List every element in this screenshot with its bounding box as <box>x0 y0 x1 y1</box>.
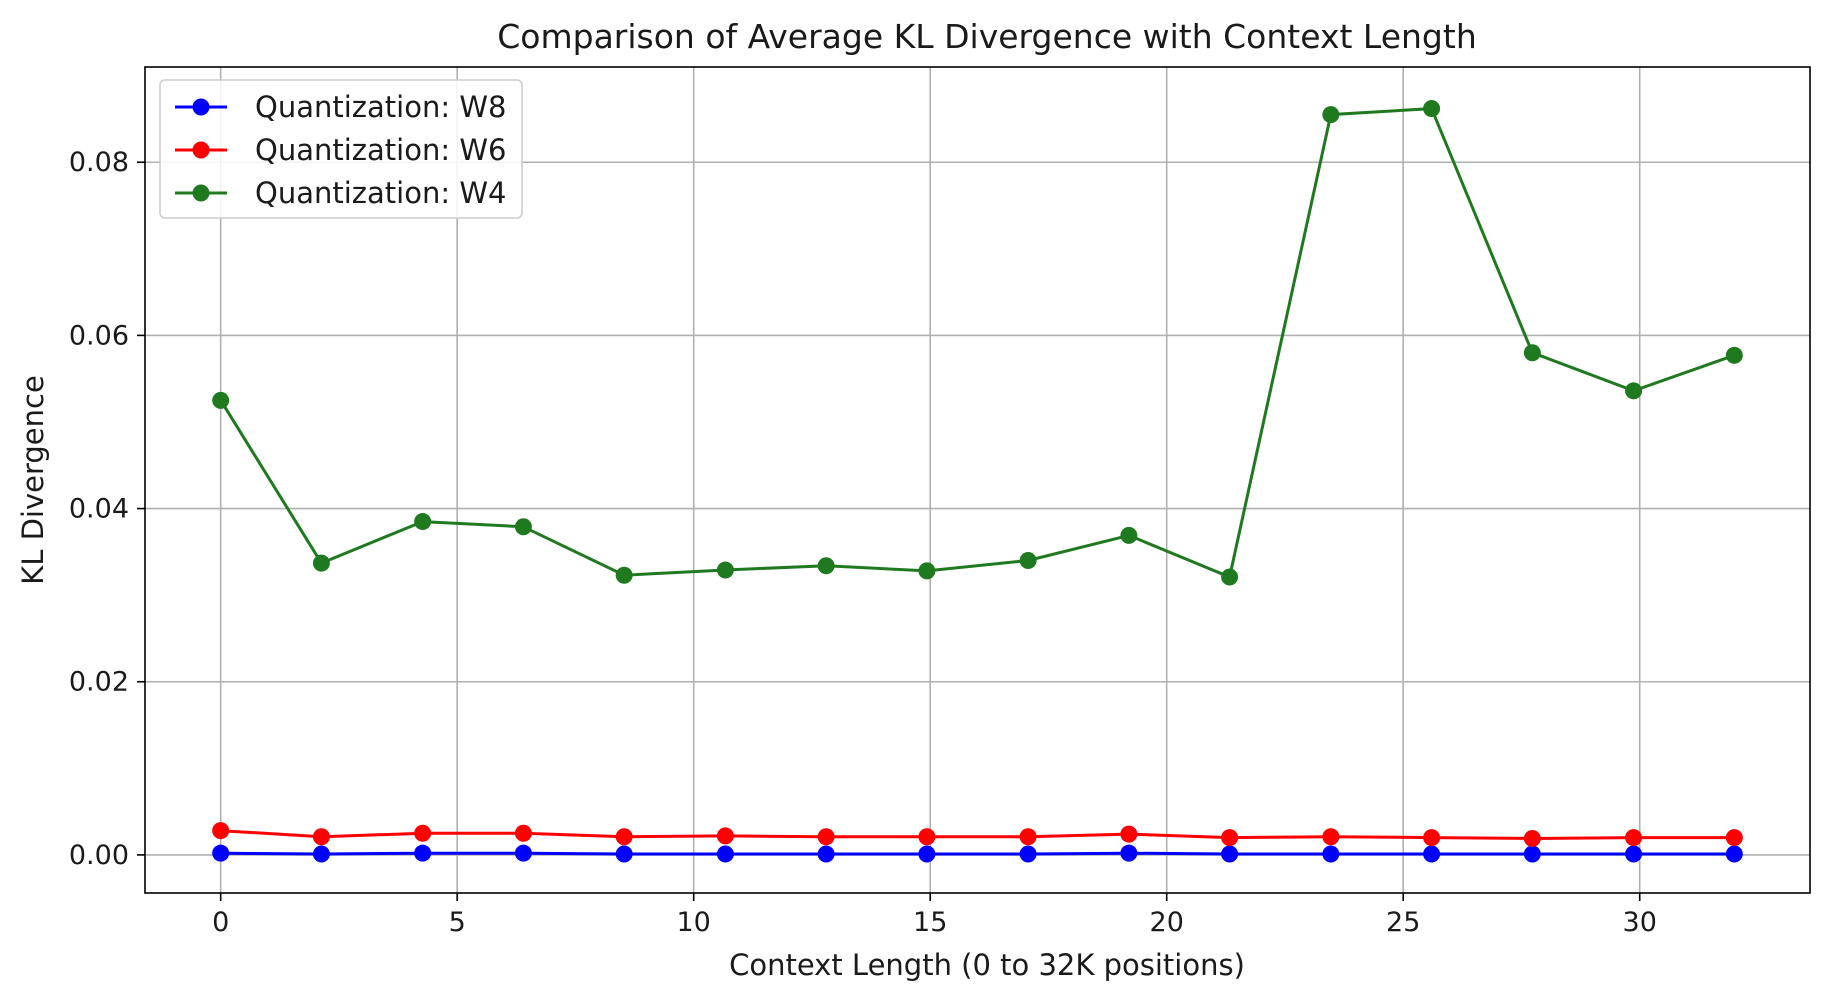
y-axis-label: KL Divergence <box>16 375 50 585</box>
data-point-w4 <box>918 562 936 580</box>
data-point-w4 <box>817 557 835 575</box>
data-point-w8 <box>1221 845 1239 863</box>
data-point-w4 <box>615 566 633 584</box>
data-point-w6 <box>716 827 734 845</box>
data-point-w4 <box>1725 346 1743 364</box>
x-tick-label: 10 <box>677 907 711 938</box>
chart-title: Comparison of Average KL Divergence with… <box>497 17 1476 56</box>
data-point-w4 <box>212 391 230 409</box>
data-point-w6 <box>414 824 432 842</box>
data-point-w8 <box>1725 845 1743 863</box>
y-tick-label: 0.06 <box>69 320 129 351</box>
data-point-w8 <box>1322 845 1340 863</box>
x-tick-label: 20 <box>1150 907 1184 938</box>
data-point-w6 <box>817 828 835 846</box>
data-point-w6 <box>312 828 330 846</box>
data-point-w4 <box>1120 526 1138 544</box>
data-point-w8 <box>514 844 532 862</box>
x-axis-ticks: 0 5 10 15 20 25 30 <box>212 893 1657 938</box>
plot-frame <box>144 66 1811 894</box>
series-w8 <box>212 844 1743 863</box>
data-point-w6 <box>1120 825 1138 843</box>
data-point-w8 <box>414 844 432 862</box>
data-point-w6 <box>1221 829 1239 847</box>
legend-marker-w8 <box>192 98 210 116</box>
data-point-w6 <box>1625 829 1643 847</box>
y-axis-ticks: 0.00 0.02 0.04 0.06 0.08 <box>69 147 145 871</box>
x-axis-label: Context Length (0 to 32K positions) <box>729 948 1245 982</box>
data-point-w8 <box>1625 845 1643 863</box>
data-point-w8 <box>212 844 230 862</box>
series-line-w6 <box>220 829 1735 841</box>
data-point-w6 <box>1725 829 1743 847</box>
data-point-w6 <box>212 822 230 840</box>
data-point-w8 <box>312 845 330 863</box>
data-point-w4 <box>1322 106 1340 124</box>
data-point-w6 <box>514 824 532 842</box>
data-point-w6 <box>1423 829 1441 847</box>
legend-marker-w6 <box>192 141 210 159</box>
y-tick-label: 0.02 <box>69 667 129 698</box>
legend: Quantization: W8 Quantization: W6 Quantiza… <box>159 79 523 219</box>
x-tick-label: 15 <box>913 907 947 938</box>
data-point-w4 <box>1423 100 1441 118</box>
data-point-w8 <box>1120 844 1138 862</box>
x-tick-label: 0 <box>212 907 229 938</box>
legend-marker-w4 <box>192 184 210 202</box>
x-tick-label: 25 <box>1386 907 1420 938</box>
data-point-w8 <box>817 845 835 863</box>
data-point-w8 <box>615 845 633 863</box>
data-point-w4 <box>414 513 432 531</box>
data-point-w6 <box>1322 828 1340 846</box>
legend-label-w8: Quantization: W8 <box>255 90 506 124</box>
data-point-w4 <box>1019 552 1037 570</box>
data-point-w4 <box>514 518 532 536</box>
legend-label-w4: Quantization: W4 <box>255 176 506 210</box>
data-point-w6 <box>1019 828 1037 846</box>
y-tick-label: 0.00 <box>69 840 129 871</box>
legend-label-w6: Quantization: W6 <box>255 133 506 167</box>
y-tick-label: 0.04 <box>69 494 129 525</box>
data-point-w8 <box>716 845 734 863</box>
data-point-w6 <box>615 828 633 846</box>
x-tick-label: 5 <box>449 907 466 938</box>
data-point-w8 <box>1423 845 1441 863</box>
series-line-w8 <box>220 851 1735 856</box>
x-tick-label: 30 <box>1623 907 1657 938</box>
data-point-w4 <box>716 561 734 579</box>
series-w4 <box>212 100 1743 586</box>
data-point-w4 <box>1625 382 1643 400</box>
data-point-w8 <box>1523 845 1541 863</box>
y-tick-label: 0.08 <box>69 147 129 178</box>
legend-box <box>159 79 523 219</box>
data-point-w6 <box>1523 829 1541 847</box>
data-point-w8 <box>1019 845 1037 863</box>
series-w6 <box>212 822 1743 847</box>
series-line-w4 <box>219 107 1735 580</box>
series-layer <box>212 100 1743 863</box>
data-point-w4 <box>312 554 330 572</box>
data-point-w8 <box>918 845 936 863</box>
data-point-w4 <box>1523 344 1541 362</box>
data-point-w6 <box>918 828 936 846</box>
data-point-w4 <box>1221 568 1239 586</box>
